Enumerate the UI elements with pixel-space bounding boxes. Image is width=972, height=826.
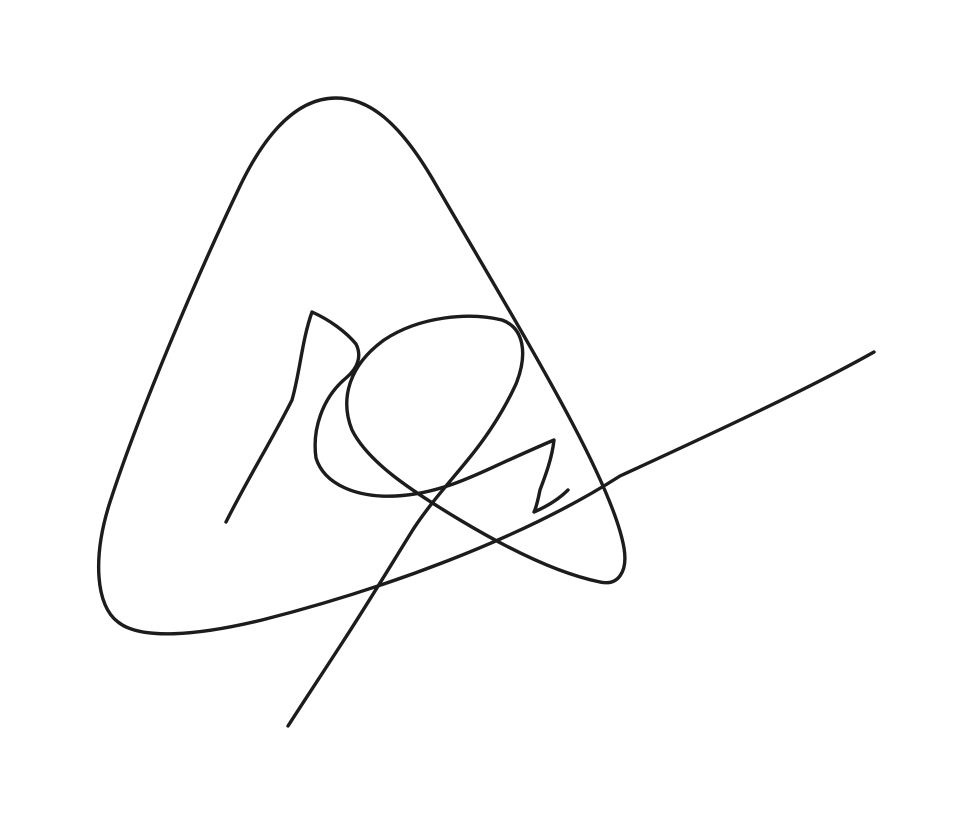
signature-left-hook-stroke [224, 310, 570, 524]
signature-triangle-stroke [96, 96, 876, 636]
signature-inner-loop-stroke [345, 314, 602, 584]
signature-descender-stroke [286, 460, 468, 728]
signature-ink [96, 96, 876, 728]
